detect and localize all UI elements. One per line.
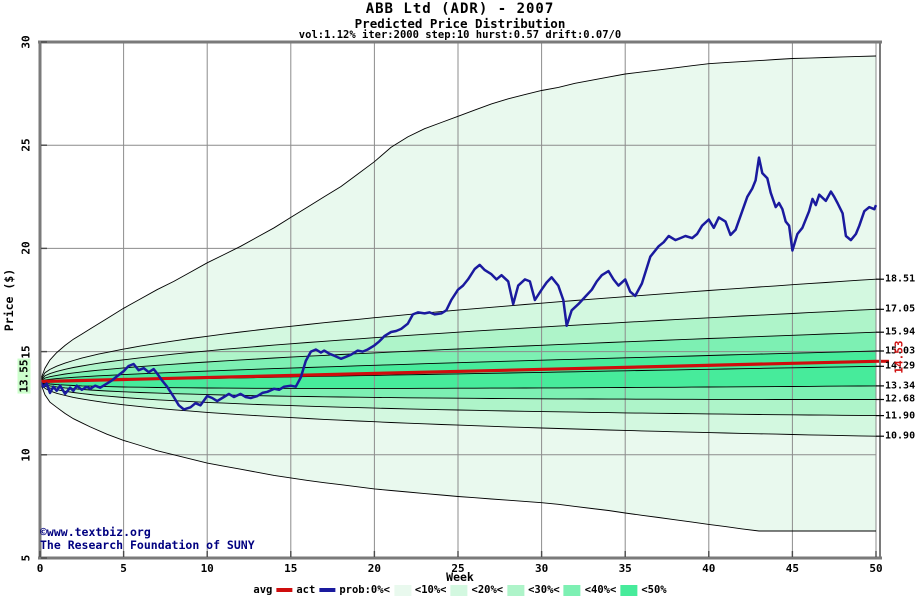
decile-price-label: 14.29 [885, 360, 916, 372]
watermark-org: The Research Foundation of SUNY [40, 538, 255, 552]
decile-price-label: 15.03 [885, 345, 916, 357]
legend-prob-label: <50% [641, 584, 667, 596]
legend-band-swatch [507, 584, 525, 596]
x-tick-label: 0 [36, 562, 44, 575]
decile-price-label: 18.51 [885, 273, 916, 285]
right-label-ticks [876, 278, 884, 437]
x-tick-label: 20 [367, 562, 382, 575]
axis-ticks [39, 41, 877, 559]
x-tick-label: 10 [200, 562, 214, 575]
band-boundary-lines [39, 55, 877, 532]
legend-avg-label: avg [253, 584, 273, 596]
legend-act-label: act [296, 584, 316, 596]
watermark-site: ©www.textbiz.org [40, 525, 151, 539]
watermark: ©www.textbiz.org The Research Foundation… [40, 526, 255, 552]
legend: avg act prob:0%< <10%< <20%< <30%< <40%< <50% [253, 584, 666, 596]
x-tick-label: 40 [702, 562, 716, 575]
x-tick-label: 15 [284, 562, 298, 575]
decile-price-label: 11.90 [885, 410, 916, 422]
x-tick-label: 5 [120, 562, 127, 575]
legend-prob-label: <30%< [528, 584, 560, 596]
legend-band-swatch [450, 584, 468, 596]
avg-end-price-label: 14.53 [892, 340, 906, 374]
chart-subtitle: Predicted Price Distribution [354, 16, 566, 31]
decile-price-label: 12.68 [885, 393, 916, 405]
simulation-params: vol:1.12% iter:2000 step:10 hurst:0.57 d… [298, 29, 622, 41]
legend-prob-label: prob:0%< [339, 584, 390, 596]
page-title: ABB Ltd (ADR) - 2007 [365, 1, 555, 17]
decile-price-label: 13.34 [885, 380, 916, 392]
act-line [38, 156, 878, 411]
legend-band-swatch [563, 584, 581, 596]
y-tick-label: 30 [19, 35, 33, 49]
x-tick-label: 30 [534, 562, 549, 575]
y-tick-label: 25 [19, 138, 33, 152]
x-tick-label: 35 [618, 562, 632, 575]
plot-frame [38, 40, 882, 560]
y-tick-label: 5 [19, 554, 33, 562]
y-tick-label: 10 [19, 448, 33, 462]
decile-price-label: 15.94 [885, 326, 916, 338]
y-tick-label: 20 [19, 241, 33, 256]
x-tick-label: 50 [869, 562, 883, 575]
y-tick-label: 15 [19, 344, 33, 359]
legend-prob-label: <20%< [471, 584, 504, 596]
legend-avg-swatch [276, 588, 293, 592]
y-axis-title: Price ($) [2, 268, 16, 332]
x-tick-label: 45 [785, 562, 800, 575]
start-price-label: 13.55 [17, 358, 31, 394]
legend-prob-label: <40%< [584, 584, 617, 596]
legend-band-swatch [620, 584, 638, 596]
decile-price-label: 10.90 [885, 430, 916, 442]
x-axis-title: Week [446, 570, 474, 584]
avg-line [39, 359, 877, 384]
x-tick-label: 25 [451, 562, 465, 575]
legend-prob-label: <10%< [414, 584, 447, 596]
legend-band-swatch [393, 584, 411, 596]
legend-act-swatch [319, 588, 336, 592]
decile-price-label: 17.05 [885, 303, 916, 315]
